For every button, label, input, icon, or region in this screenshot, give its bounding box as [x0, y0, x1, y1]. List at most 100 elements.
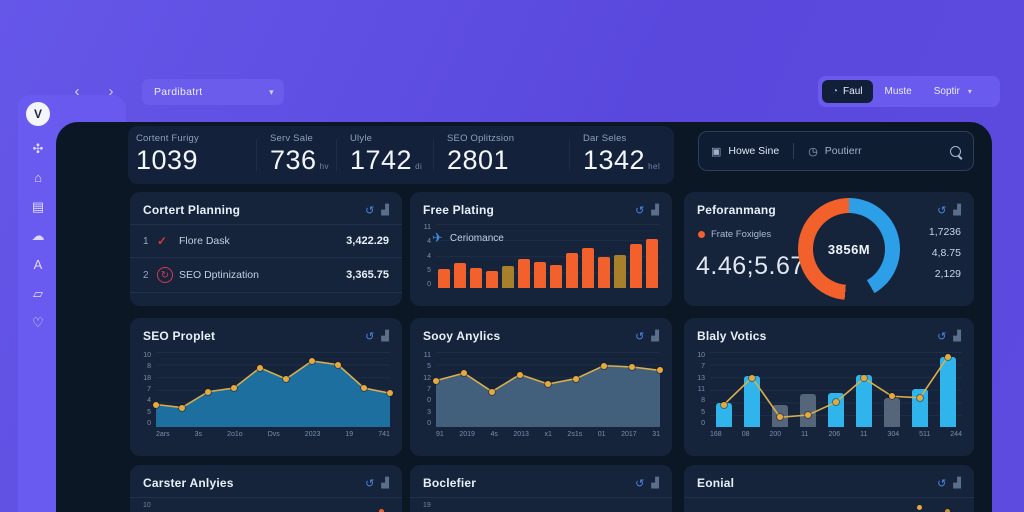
- card-title: Carster Anlyies: [143, 476, 234, 490]
- card-title: Peforanmang: [697, 203, 776, 217]
- refresh-icon[interactable]: ↺: [365, 477, 375, 490]
- font-icon[interactable]: A: [33, 257, 43, 272]
- stat-ulyle: Ulyle 1742 di: [350, 133, 422, 176]
- card-header: Peforanmang ↺ ▟: [684, 192, 974, 224]
- card-header: Eonial ↺ ▟: [684, 465, 974, 497]
- side-value: 4,8.75: [931, 247, 961, 259]
- home-icon[interactable]: ⌂: [34, 170, 42, 185]
- card-title: Blaly Votics: [697, 329, 767, 343]
- check-icon: ✓: [157, 234, 168, 248]
- stat-label: Dar Seles: [583, 133, 627, 144]
- card-icon[interactable]: ▤: [31, 199, 45, 214]
- stat-serv-sale: Serv Sale 736 hv: [270, 133, 329, 176]
- list-item[interactable]: 1 ✓ Flore Dask 3,422.29: [130, 225, 402, 258]
- refresh-icon[interactable]: ↺: [365, 330, 375, 343]
- chart-icon[interactable]: ▟: [381, 330, 389, 342]
- refresh-icon[interactable]: ↺: [937, 477, 947, 490]
- y-axis-labels: 11 5 12 7 0 3 0: [423, 352, 431, 427]
- row-value: 3,422.29: [346, 235, 389, 247]
- legend-label: Ceriomance: [449, 232, 504, 244]
- chart-icon[interactable]: ▟: [651, 204, 659, 216]
- refresh-icon[interactable]: ↺: [937, 204, 947, 217]
- search-icon[interactable]: [950, 145, 961, 157]
- y-axis-labels: 10 8 18 7 4 5 0: [143, 352, 151, 427]
- forward-chevron-icon[interactable]: ›: [108, 82, 114, 100]
- sidebar: V ✣ ⌂ ▤ ☁ A ▱ ♡: [18, 95, 58, 512]
- faul-button[interactable]: ◔ Faul: [822, 80, 873, 103]
- card-actions: ↺ ▟: [365, 330, 389, 343]
- chart-icon[interactable]: ▟: [953, 477, 961, 489]
- refresh-icon[interactable]: ↺: [635, 204, 645, 217]
- card-actions: ↺ ▟: [365, 204, 389, 217]
- back-chevron-icon[interactable]: ‹: [74, 82, 80, 100]
- card-actions: ↺ ▟: [937, 477, 961, 490]
- faul-button-label: Faul: [843, 86, 863, 97]
- combo-plot: [710, 352, 962, 427]
- app-logo: V: [26, 102, 50, 126]
- chart-icon[interactable]: ▟: [953, 330, 961, 342]
- stat-seo-oplitzsion: SEO Oplitzsion 2801: [447, 133, 514, 176]
- planning-list: 1 ✓ Flore Dask 3,422.29 2 ↻ SEO Dptiniza…: [130, 224, 402, 293]
- stat-value: 1742 di: [350, 145, 422, 176]
- free-plating-card: Free Plating ↺ ▟ ✈ Ceriomance 11 4 4 5 0: [410, 192, 672, 306]
- legend-label: Frate Foxigles: [711, 229, 772, 240]
- donut-center-value: 3856M: [813, 213, 885, 285]
- card-header: SEO Proplet ↺ ▟: [130, 318, 402, 350]
- page-dropdown[interactable]: Pardibatrt ▾: [142, 79, 284, 105]
- heart-icon[interactable]: ♡: [32, 315, 44, 330]
- card-title: Eonial: [697, 476, 735, 490]
- soptir-button-label: Soptir: [933, 86, 960, 97]
- chart-icon[interactable]: ▟: [381, 477, 389, 489]
- stat-suffix: hel: [648, 162, 661, 171]
- list-item[interactable]: 2 ↻ SEO Dptinization 3,365.75: [130, 258, 402, 293]
- refresh-icon[interactable]: ↺: [365, 204, 375, 217]
- carster-anlyies-card: Carster Anlyies ↺ ▟ 10: [130, 465, 402, 512]
- line-plot: [433, 352, 663, 427]
- donut-side-values: 1,7236 4,8.75 2,129: [929, 226, 961, 280]
- x-axis-labels: 168 08 200 11 206 11 304 511 244: [710, 431, 962, 438]
- card-actions: ↺ ▟: [937, 204, 961, 217]
- folder-icon[interactable]: ▱: [33, 286, 43, 301]
- chart-icon[interactable]: ▟: [651, 330, 659, 342]
- page-dropdown-label: Pardibatrt: [154, 86, 203, 98]
- refresh-icon[interactable]: ↺: [937, 330, 947, 343]
- performance-donut: 3856M: [798, 198, 900, 300]
- chart-icon[interactable]: ▟: [651, 477, 659, 489]
- donut-legend: Frate Foxigles: [698, 229, 771, 240]
- chart-legend: ✈ Ceriomance: [432, 230, 504, 246]
- cloud-icon[interactable]: ☁: [31, 228, 45, 243]
- stat-number: 736: [270, 145, 317, 175]
- muste-button[interactable]: Muste: [875, 80, 922, 103]
- stat-number: 1742: [350, 145, 413, 175]
- stat-label: SEO Oplitzsion: [447, 133, 515, 144]
- stat-label: Serv Sale: [270, 133, 313, 144]
- refresh-icon[interactable]: ↺: [635, 477, 645, 490]
- chart-icon[interactable]: ▟: [953, 204, 961, 216]
- chevron-down-icon: ▾: [269, 86, 274, 97]
- stat-suffix: hv: [319, 162, 330, 171]
- card-header: Carster Anlyies ↺ ▟: [130, 465, 402, 497]
- search-scope[interactable]: Howe Sine: [728, 145, 780, 157]
- search-bar[interactable]: ▣ Howe Sine ◷ Poutierr: [698, 131, 974, 171]
- legend-dot-icon: [698, 231, 705, 238]
- card-header: Boclefier ↺ ▟: [410, 465, 672, 497]
- card-actions: ↺ ▟: [365, 477, 389, 490]
- stat-divider: [433, 139, 434, 171]
- soptir-dropdown-button[interactable]: Soptir ▾: [924, 80, 982, 103]
- card-header: Blaly Votics ↺ ▟: [684, 318, 974, 350]
- content-planning-card: Cortert Planning ↺ ▟ 1 ✓ Flore Dask 3,42…: [130, 192, 402, 306]
- card-title: Cortert Planning: [143, 203, 241, 217]
- card-header: Cortert Planning ↺ ▟: [130, 192, 402, 224]
- blaly-votics-card: Blaly Votics ↺ ▟ 10 7 13 11 8 5 0 168 08 200 11 20…: [684, 318, 974, 456]
- row-label: SEO Dptinization: [179, 269, 259, 281]
- chart-icon[interactable]: ▟: [381, 204, 389, 216]
- refresh-icon[interactable]: ↺: [635, 330, 645, 343]
- card-title: Free Plating: [423, 203, 495, 217]
- orange-dot-icon: [379, 509, 384, 512]
- clover-icon[interactable]: ✣: [32, 141, 44, 156]
- search-query[interactable]: Poutierr: [824, 145, 862, 157]
- seo-proplet-card: SEO Proplet ↺ ▟ 10 8 18 7 4 5 0 2ars 3s 2o1o Dvs 2…: [130, 318, 402, 456]
- card-subtext: 19: [423, 502, 431, 509]
- clock-icon: ◷: [808, 145, 818, 158]
